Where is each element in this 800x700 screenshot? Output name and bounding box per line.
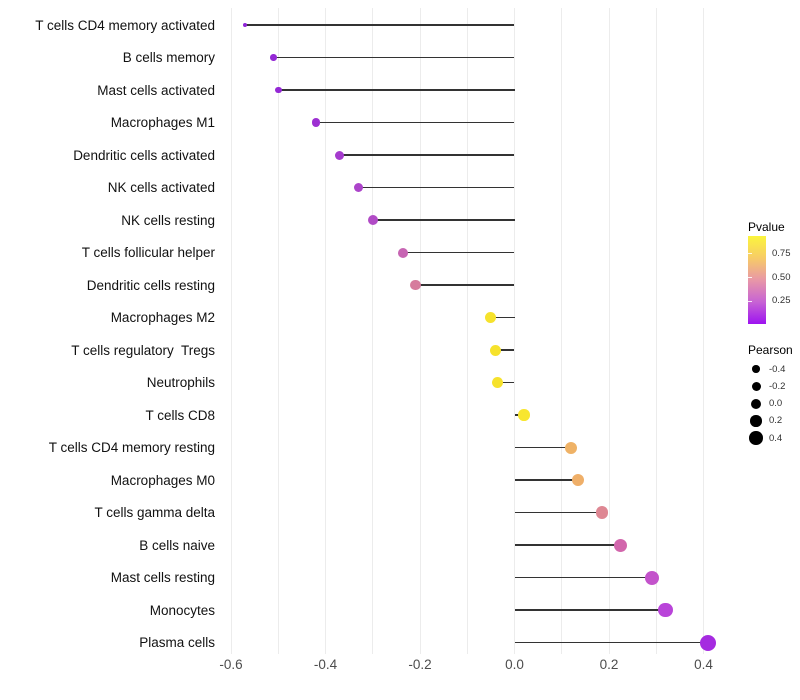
y-axis-label: Plasma cells <box>139 635 215 650</box>
lollipop-stem <box>490 316 515 319</box>
lollipop-stem <box>372 219 515 221</box>
y-axis-label: T cells regulatory Tregs <box>71 342 215 358</box>
data-point <box>490 344 502 356</box>
size-legend-label: 0.0 <box>769 398 783 410</box>
data-point <box>398 247 409 258</box>
gridline <box>325 8 326 654</box>
size-legend-label: 0.2 <box>769 415 783 427</box>
pvalue-legend-title: Pvalue <box>748 220 785 234</box>
pvalue-colorbar <box>748 236 766 324</box>
size-legend-label: -0.4 <box>769 363 786 375</box>
size-legend-dot <box>749 431 763 445</box>
y-axis-label: NK cells activated <box>107 180 215 195</box>
data-point <box>614 538 628 552</box>
size-legend-dot <box>751 398 761 409</box>
colorbar-tick-label: 0.75 <box>772 247 791 259</box>
y-axis-label: T cells CD4 memory activated <box>35 17 215 33</box>
size-legend-label: 0.4 <box>769 432 783 444</box>
y-axis-label: T cells follicular helper <box>81 245 215 260</box>
colorbar-tick <box>748 300 752 302</box>
lollipop-stem <box>403 251 515 254</box>
data-point <box>492 377 504 388</box>
data-point <box>572 474 585 486</box>
data-point <box>270 54 277 61</box>
data-point <box>367 215 378 225</box>
data-point <box>243 23 248 27</box>
data-point <box>410 279 421 291</box>
gridline <box>514 8 515 654</box>
gridline <box>277 8 279 654</box>
data-point <box>658 602 673 618</box>
y-axis-label: T cells CD8 <box>145 407 215 423</box>
y-axis-label: T cells CD4 memory resting <box>48 440 215 455</box>
size-legend-dot <box>751 381 761 391</box>
lollipop-stem <box>495 349 515 351</box>
data-point <box>644 570 659 585</box>
x-axis-tick-label: -0.6 <box>219 657 243 672</box>
pearson-legend-title: Pearson <box>748 343 793 357</box>
size-legend-dot <box>752 365 760 373</box>
lollipop-stem <box>514 479 579 481</box>
data-point <box>700 634 717 651</box>
gridline <box>230 8 232 654</box>
data-point <box>485 312 497 323</box>
data-point <box>335 150 345 160</box>
y-axis-label: Macrophages M1 <box>110 115 215 130</box>
data-point <box>353 182 364 193</box>
data-point <box>518 409 530 421</box>
gridline <box>561 8 563 654</box>
lollipop-stem <box>514 446 572 449</box>
x-axis-tick-label: -0.4 <box>313 657 338 672</box>
y-axis-label: Mast cells resting <box>110 570 215 585</box>
gridline <box>608 8 610 654</box>
y-axis-label: Neutrophils <box>146 375 215 390</box>
lollipop-stem <box>514 511 602 514</box>
y-axis-label: T cells gamma delta <box>94 505 215 520</box>
gridline <box>372 8 374 654</box>
gridline <box>703 8 704 654</box>
gridline <box>466 8 468 654</box>
data-point <box>565 441 578 454</box>
lollipop-stem <box>497 381 515 384</box>
lollipop-stem <box>278 89 515 91</box>
data-point <box>595 506 609 519</box>
y-axis-label: B cells memory <box>122 50 215 65</box>
y-axis-label: Macrophages M2 <box>110 310 215 325</box>
size-legend-dot <box>750 415 762 427</box>
lollipop-stem <box>514 544 621 546</box>
gridline <box>655 8 657 654</box>
lollipop-stem <box>514 641 709 644</box>
size-legend-label: -0.2 <box>769 380 786 392</box>
gridline <box>419 8 421 654</box>
x-axis-tick-label: 0.4 <box>694 657 713 672</box>
y-axis-label: Dendritic cells resting <box>86 277 215 293</box>
x-axis-tick-label: 0.0 <box>505 657 524 672</box>
y-axis-label: Monocytes <box>149 602 215 618</box>
colorbar-tick-label: 0.50 <box>772 271 791 283</box>
data-point <box>275 86 282 94</box>
lollipop-stem <box>415 284 515 286</box>
lollipop-stem <box>273 56 515 59</box>
x-axis-tick-label: 0.2 <box>599 657 619 672</box>
colorbar-tick <box>748 253 752 255</box>
lollipop-stem <box>358 186 515 189</box>
lollipop-stem <box>514 576 652 579</box>
lollipop-stem <box>316 121 515 124</box>
data-point <box>311 118 321 127</box>
lollipop-stem <box>245 24 515 26</box>
colorbar-tick-label: 0.25 <box>772 295 791 307</box>
y-axis-label: Macrophages M0 <box>110 472 215 488</box>
y-axis-label: NK cells resting <box>121 212 215 228</box>
x-axis-tick-label: -0.2 <box>408 657 432 672</box>
colorbar-tick <box>748 277 752 279</box>
y-axis-label: B cells naive <box>139 537 215 553</box>
y-axis-label: Dendritic cells activated <box>73 147 215 163</box>
y-axis-label: Mast cells activated <box>97 82 215 98</box>
lollipop-stem <box>514 609 666 611</box>
lollipop-stem <box>339 154 515 156</box>
